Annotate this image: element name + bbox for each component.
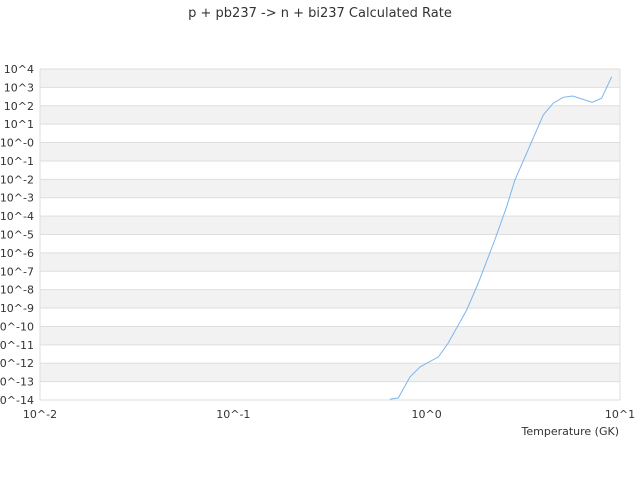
series-line — [389, 76, 613, 400]
grid-band — [40, 69, 620, 88]
y-tick-label: 10^-14 — [0, 394, 34, 407]
grid-band — [40, 197, 620, 217]
grid-band — [40, 381, 620, 400]
y-tick-label: 10^-1 — [0, 155, 34, 168]
y-tick-label: 10^-0 — [0, 137, 34, 150]
grid-band — [40, 142, 620, 161]
grid-band — [40, 105, 620, 125]
grid-band — [40, 344, 620, 364]
y-tick-label: 10^4 — [4, 63, 34, 76]
grid-band — [40, 234, 620, 253]
y-tick-label: 10^-2 — [0, 173, 34, 186]
y-tick-label: 10^-7 — [0, 265, 34, 278]
y-tick-label: 10^-10 — [0, 320, 34, 333]
grid-band — [40, 252, 620, 272]
grid-band — [40, 326, 620, 345]
y-tick-label: 10^-9 — [0, 302, 34, 315]
x-tick-label: 10^-1 — [216, 408, 250, 421]
y-tick-label: 10^-12 — [0, 357, 34, 370]
y-tick-label: 10^3 — [4, 81, 34, 94]
x-tick-label: 10^1 — [605, 408, 635, 421]
y-tick-label: 10^-13 — [0, 376, 34, 389]
y-tick-label: 10^-4 — [0, 210, 34, 223]
x-tick-label: 10^0 — [412, 408, 442, 421]
chart-title: p + pb237 -> n + bi237 Calculated Rate — [188, 6, 452, 21]
grid-band — [40, 289, 620, 309]
x-axis-labels: 10^-2 10^-1 10^0 10^1 — [23, 408, 635, 421]
grid-band — [40, 87, 620, 106]
y-tick-label: 10^-8 — [0, 284, 34, 297]
series-group — [389, 76, 613, 400]
y-tick-label: 10^-6 — [0, 247, 34, 260]
grid-band — [40, 160, 620, 180]
grid-band — [40, 308, 620, 327]
y-axis-labels: 10^4 10^3 10^2 10^1 10^-0 10^-1 10^-2 10^-3 10^-… — [0, 63, 34, 407]
grid-band — [40, 363, 620, 382]
x-tick-label: 10^-2 — [23, 408, 57, 421]
grid-band — [40, 271, 620, 290]
grid-bands — [39, 68, 621, 401]
grid-band — [40, 216, 620, 235]
y-tick-label: 10^-5 — [0, 229, 34, 242]
x-axis-title: Temperature (GK) — [521, 425, 620, 438]
y-tick-label: 10^-11 — [0, 339, 34, 352]
y-tick-label: 10^2 — [4, 100, 34, 113]
y-tick-label: 10^1 — [4, 118, 34, 131]
y-tick-label: 10^-3 — [0, 192, 34, 205]
grid-band — [40, 124, 620, 143]
grid-band — [40, 179, 620, 198]
